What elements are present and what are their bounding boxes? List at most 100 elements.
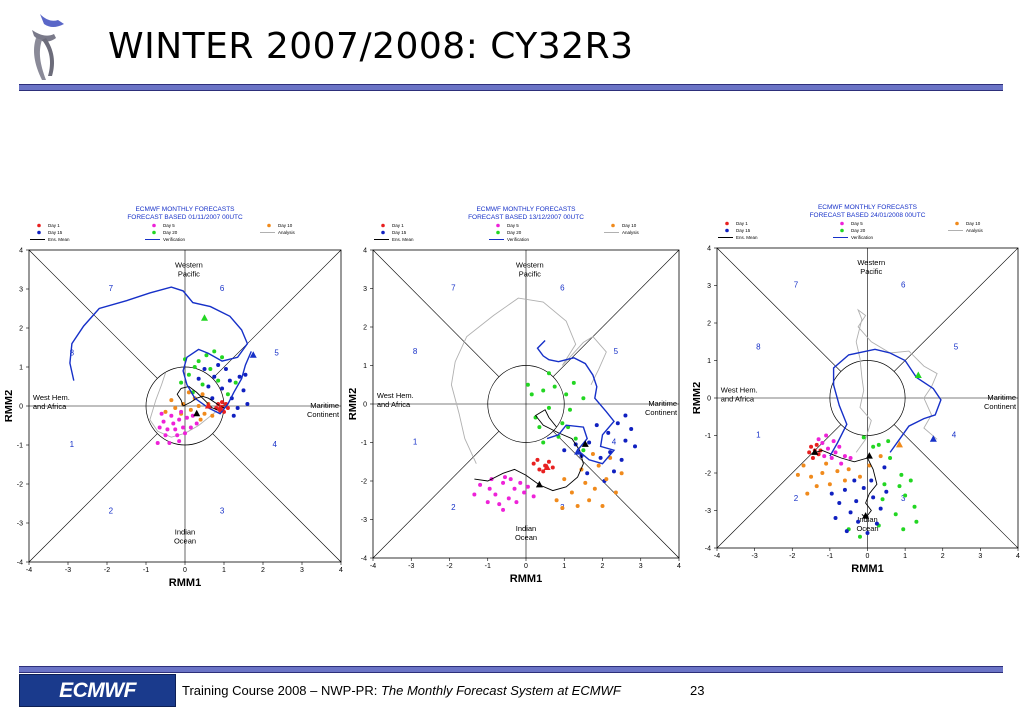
data-point-day-15: [623, 413, 628, 418]
x-tick-label: -4: [26, 567, 32, 574]
x-tick-label: -2: [104, 567, 110, 574]
y-tick-label: 1: [707, 358, 711, 365]
data-point-day-5: [508, 477, 513, 482]
phase-number: 4: [952, 430, 957, 439]
data-point-day-10: [163, 409, 168, 414]
data-point-day-10: [186, 390, 191, 395]
y-tick-label: -3: [361, 517, 367, 524]
data-point-day-10: [596, 463, 601, 468]
triangle-marker: [201, 314, 208, 321]
data-point-day-15: [848, 510, 853, 515]
data-point-day-20: [581, 448, 586, 453]
data-point-day-15: [212, 374, 217, 379]
data-point-day-10: [569, 490, 574, 495]
data-point-day-20: [220, 355, 225, 360]
data-point-day-15: [237, 374, 242, 379]
data-point-day-5: [163, 433, 168, 438]
y-tick-label: -2: [705, 471, 711, 478]
region-label: West Hem.: [33, 393, 70, 402]
data-point-day-15: [829, 491, 834, 496]
data-point-day-15: [241, 388, 246, 393]
data-point-day-10: [198, 417, 203, 422]
phase-number: 1: [756, 430, 761, 439]
x-tick-label: -1: [827, 553, 833, 560]
phase-number: 8: [70, 348, 75, 357]
data-point-day-10: [619, 471, 624, 476]
series-line-ens-mean: [814, 450, 878, 519]
region-label: West Hem.: [721, 385, 758, 394]
y-tick-label: 3: [707, 283, 711, 290]
data-point-day-20: [208, 366, 213, 371]
data-point-day-20: [216, 378, 221, 383]
data-point-day-20: [546, 371, 551, 376]
data-point-day-15: [210, 396, 215, 401]
phase-number: 2: [109, 506, 114, 515]
slide-title: WINTER 2007/2008: CY32R3: [108, 26, 634, 67]
triangle-marker: [574, 448, 582, 455]
x-tick-label: 4: [677, 563, 681, 570]
y-tick-label: 0: [707, 396, 711, 403]
data-point-day-10: [613, 490, 618, 495]
data-point-day-5: [194, 421, 199, 426]
data-point-day-20: [871, 444, 876, 449]
footer-divider: [19, 666, 1003, 673]
series-line-verification: [536, 340, 616, 465]
data-point-day-5: [522, 490, 527, 495]
triangle-marker: [929, 435, 937, 442]
footer-caption: Training Course 2008 – NWP-PR: The Month…: [182, 683, 621, 698]
legend-marker: [381, 223, 385, 228]
x-tick-label: -2: [446, 563, 452, 570]
legend-label: Verification: [507, 237, 530, 242]
y-tick-label: -4: [705, 546, 711, 553]
legend-label: Analysis: [278, 230, 296, 235]
legend-marker: [37, 230, 41, 235]
data-point-day-1: [225, 405, 230, 410]
data-point-day-5: [816, 437, 821, 442]
data-point-day-5: [173, 427, 178, 432]
y-tick-label: -1: [17, 443, 23, 450]
legend-marker: [840, 221, 844, 226]
x-tick-label: 1: [903, 553, 907, 560]
data-point-day-10: [600, 504, 605, 509]
legend-marker: [152, 230, 156, 235]
data-point-day-10: [200, 392, 205, 397]
data-point-day-15: [202, 366, 207, 371]
data-point-day-15: [856, 519, 861, 524]
data-point-day-20: [886, 439, 891, 444]
data-point-day-5: [485, 500, 490, 505]
phase-number: 5: [954, 342, 959, 351]
data-point-day-20: [212, 349, 217, 354]
x-tick-label: -4: [714, 553, 720, 560]
data-point-day-5: [175, 433, 180, 438]
legend-label: Day 1: [736, 221, 748, 226]
data-point-day-5: [472, 492, 477, 497]
phase-number: 4: [272, 440, 277, 449]
legend-label: Verification: [851, 235, 874, 240]
legend-label: Ens. Mean: [736, 235, 758, 240]
data-point-day-5: [842, 454, 847, 459]
data-point-day-10: [809, 474, 814, 479]
x-tick-label: -3: [408, 563, 414, 570]
triangle-marker: [543, 463, 551, 471]
legend-label: Day 1: [392, 223, 404, 228]
legend-label: Ens. Mean: [48, 237, 70, 242]
y-axis-label: RMM2: [693, 382, 703, 414]
legend-marker: [267, 223, 271, 228]
data-point-day-10: [173, 405, 178, 410]
chart-title: ECMWF MONTHLY FORECASTS: [476, 206, 576, 213]
x-tick-label: 2: [941, 553, 945, 560]
data-point-day-10: [846, 467, 851, 472]
data-point-day-10: [188, 407, 193, 412]
data-point-day-20: [908, 478, 913, 483]
y-tick-label: -4: [17, 560, 23, 567]
data-point-day-20: [571, 380, 576, 385]
data-point-day-15: [837, 501, 842, 505]
data-point-day-15: [629, 427, 634, 432]
legend-label: Day 1: [48, 223, 60, 228]
phase-number: 5: [614, 347, 619, 356]
legend-label: Day 5: [507, 223, 519, 228]
data-point-day-10: [560, 505, 565, 510]
data-point-day-5: [155, 441, 160, 446]
